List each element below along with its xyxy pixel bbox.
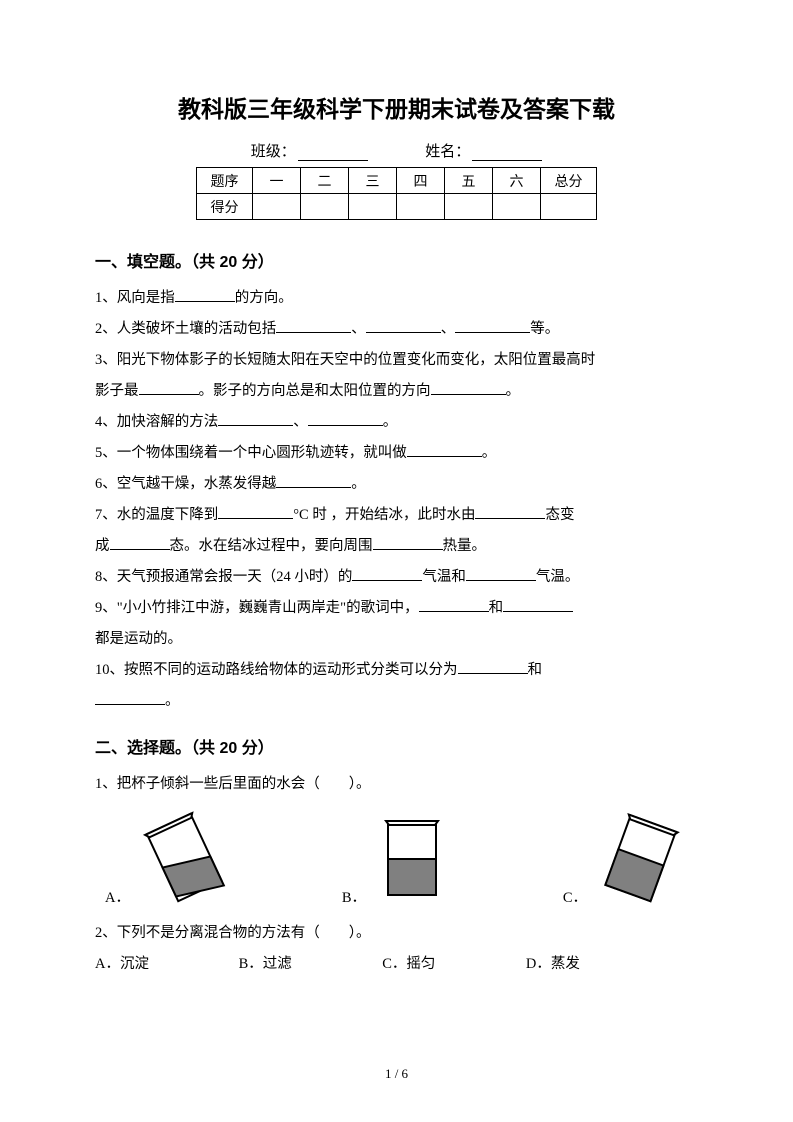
name-label: 姓名： <box>425 144 470 160</box>
question-3b: 影子最。影子的方向总是和太阳位置的方向。 <box>95 377 698 406</box>
cell-label: 得分 <box>197 194 253 220</box>
cell-label: 题序 <box>197 168 253 194</box>
fill-blank[interactable] <box>175 288 235 302</box>
question-2: 2、人类破坏土壤的活动包括、、等。 <box>95 315 698 344</box>
fill-blank[interactable] <box>139 381 199 395</box>
question-9b: 都是运动的。 <box>95 625 698 654</box>
question-7b: 成态。水在结冰过程中，要向周围热量。 <box>95 532 698 561</box>
question-s2-2: 2、下列不是分离混合物的方法有（ ）。 <box>95 919 698 948</box>
cell: 三 <box>349 168 397 194</box>
fill-blank[interactable] <box>110 536 170 550</box>
choice-b[interactable]: B． <box>342 807 452 907</box>
question-s2-2-options: A．沉淀 B．过滤 C．摇匀 D．蒸发 <box>95 950 698 979</box>
fill-blank[interactable] <box>455 319 530 333</box>
fill-blank[interactable] <box>276 319 351 333</box>
choice-a[interactable]: A． <box>105 807 231 907</box>
option-c[interactable]: C．摇匀 <box>382 950 522 979</box>
table-row: 得分 <box>197 194 597 220</box>
fill-blank[interactable] <box>308 412 383 426</box>
question-1: 1、风向是指的方向。 <box>95 284 698 313</box>
page-title: 教科版三年级科学下册期末试卷及答案下载 <box>95 90 698 124</box>
fill-blank[interactable] <box>366 319 441 333</box>
choice-row: A． B． C． <box>95 807 698 907</box>
cell: 四 <box>397 168 445 194</box>
option-a[interactable]: A．沉淀 <box>95 950 235 979</box>
option-b[interactable]: B．过滤 <box>239 950 379 979</box>
score-cell[interactable] <box>349 194 397 220</box>
question-s2-1: 1、把杯子倾斜一些后里面的水会（ ）。 <box>95 770 698 799</box>
question-10b: 。 <box>95 687 698 716</box>
class-blank[interactable] <box>298 145 368 161</box>
beaker-tilted-left-icon <box>136 807 231 907</box>
question-9: 9、"小小竹排江中游，巍巍青山两岸走"的歌词中，和 <box>95 594 698 623</box>
question-4: 4、加快溶解的方法、。 <box>95 408 698 437</box>
beaker-tilted-right-icon <box>593 807 688 907</box>
fill-blank[interactable] <box>276 474 351 488</box>
fill-blank[interactable] <box>458 660 528 674</box>
section-1-title: 一、填空题。（共 20 分） <box>95 248 698 272</box>
choice-c[interactable]: C． <box>563 807 688 907</box>
option-d[interactable]: D．蒸发 <box>526 950 580 979</box>
score-cell[interactable] <box>253 194 301 220</box>
fill-blank[interactable] <box>352 567 422 581</box>
cell: 一 <box>253 168 301 194</box>
fill-blank[interactable] <box>373 536 443 550</box>
question-5: 5、一个物体围绕着一个中心圆形轨迹转，就叫做。 <box>95 439 698 468</box>
score-cell[interactable] <box>301 194 349 220</box>
fill-blank[interactable] <box>218 412 293 426</box>
question-6: 6、空气越干燥，水蒸发得越。 <box>95 470 698 499</box>
name-blank[interactable] <box>472 145 542 161</box>
score-cell[interactable] <box>397 194 445 220</box>
cell: 总分 <box>541 168 597 194</box>
fill-blank[interactable] <box>503 598 573 612</box>
page-number: 1 / 6 <box>0 1066 793 1082</box>
score-cell[interactable] <box>445 194 493 220</box>
fill-blank[interactable] <box>419 598 489 612</box>
question-3: 3、阳光下物体影子的长短随太阳在天空中的位置变化而变化，太阳位置最高时 <box>95 346 698 375</box>
table-row: 题序 一 二 三 四 五 六 总分 <box>197 168 597 194</box>
fill-blank[interactable] <box>407 443 482 457</box>
fill-blank[interactable] <box>466 567 536 581</box>
beaker-upright-icon <box>372 807 452 907</box>
fill-blank[interactable] <box>431 381 506 395</box>
score-cell[interactable] <box>493 194 541 220</box>
question-8: 8、天气预报通常会报一天（24 小时）的气温和气温。 <box>95 563 698 592</box>
score-cell[interactable] <box>541 194 597 220</box>
question-10: 10、按照不同的运动路线给物体的运动形式分类可以分为和 <box>95 656 698 685</box>
section-2-title: 二、选择题。（共 20 分） <box>95 734 698 758</box>
class-label: 班级： <box>251 144 296 160</box>
fill-blank[interactable] <box>95 691 165 705</box>
cell: 二 <box>301 168 349 194</box>
cell: 五 <box>445 168 493 194</box>
score-table: 题序 一 二 三 四 五 六 总分 得分 <box>196 167 597 220</box>
question-7: 7、水的温度下降到°C 时 ，开始结冰，此时水由态变 <box>95 501 698 530</box>
cell: 六 <box>493 168 541 194</box>
fill-blank[interactable] <box>475 505 545 519</box>
fill-blank[interactable] <box>218 505 293 519</box>
header-row: 班级： 姓名： <box>95 140 698 161</box>
